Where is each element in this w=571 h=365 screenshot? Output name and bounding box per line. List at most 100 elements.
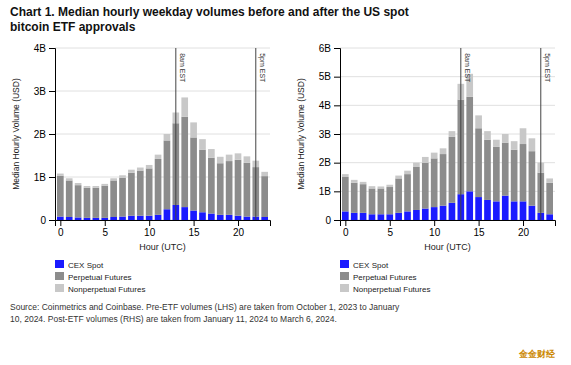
legend-swatch	[340, 284, 349, 292]
tick-mark	[334, 105, 340, 106]
bar	[413, 167, 420, 210]
bar	[511, 141, 518, 150]
bar	[181, 207, 188, 220]
axis-line	[56, 221, 271, 227]
legend-label: Nonperpetual Futures	[353, 285, 430, 294]
source: Source: Coinmetrics and Coinbase. Pre-ET…	[10, 302, 400, 324]
bar	[342, 211, 349, 220]
tick-mark	[334, 163, 340, 164]
tick-label: 5	[387, 227, 393, 238]
tick: 20	[233, 220, 245, 238]
tick-mark	[60, 220, 61, 226]
bar	[404, 171, 411, 174]
tick: 2B	[319, 157, 340, 168]
bar	[155, 159, 162, 215]
x-axis: 05101520	[56, 220, 271, 238]
bar	[75, 185, 82, 217]
bar	[431, 153, 438, 159]
bar	[360, 213, 367, 220]
bar	[529, 138, 536, 151]
bar	[395, 178, 402, 212]
x-axis-title: Hour (UTC)	[139, 242, 186, 252]
bar	[351, 180, 358, 183]
bar	[137, 171, 144, 216]
legend-label: CEX Spot	[68, 261, 104, 270]
bar	[431, 158, 438, 207]
legend-item: CEX Spot	[55, 260, 104, 270]
bar	[146, 216, 153, 220]
bar	[101, 186, 108, 218]
legend-swatch	[55, 284, 64, 292]
tick-mark	[523, 220, 524, 226]
text-line: 10, 2024. Post-ETF volumes (RHS) are tak…	[10, 314, 337, 324]
bar	[57, 217, 64, 220]
tick: 5B	[319, 71, 340, 82]
tick-mark	[434, 220, 435, 226]
bar	[520, 128, 527, 144]
vline-label: 5pm EST	[543, 53, 551, 83]
tick: 3B	[34, 86, 55, 97]
tick-label: 0	[325, 215, 331, 226]
legend-label: Perpetual Futures	[68, 273, 132, 282]
series	[342, 97, 553, 215]
tick-label: 2B	[34, 129, 47, 140]
bar	[404, 211, 411, 220]
bar	[66, 217, 73, 220]
bar	[511, 201, 518, 220]
legend-label: Nonperpetual Futures	[68, 285, 145, 294]
bar	[93, 188, 100, 218]
bar	[235, 160, 242, 216]
tick-label: 10	[429, 227, 441, 238]
bar	[235, 153, 242, 159]
bar	[369, 214, 376, 220]
watermark: 金金财经	[518, 349, 556, 359]
bar	[84, 188, 91, 218]
tick-label: 15	[474, 227, 486, 238]
bar	[546, 214, 553, 220]
tick: 1B	[319, 186, 340, 197]
bar	[119, 217, 126, 220]
bar	[475, 128, 482, 197]
bar	[244, 156, 251, 162]
bar	[395, 176, 402, 179]
bar	[351, 213, 358, 220]
tick-label: 15	[189, 227, 201, 238]
text-line: bitcoin ETF approvals	[10, 20, 136, 34]
legend-item: Nonperpetual Futures	[340, 284, 430, 294]
bar	[404, 174, 411, 211]
bar	[75, 183, 82, 185]
bar	[181, 117, 188, 207]
bar	[57, 174, 64, 176]
legend-label: CEX Spot	[353, 261, 389, 270]
bar	[440, 206, 447, 220]
series	[57, 97, 268, 187]
bar	[190, 211, 197, 220]
bar	[164, 134, 171, 140]
legend: CEX Spot Perpetual Futures Nonperpetual Fu…	[55, 260, 145, 294]
bar	[101, 184, 108, 186]
bar	[261, 176, 268, 217]
bar	[395, 213, 402, 220]
tick-mark	[194, 220, 195, 226]
tick-label: 1B	[34, 172, 47, 183]
bar	[466, 191, 473, 220]
bar	[137, 168, 144, 171]
bar	[244, 217, 251, 220]
bar	[369, 188, 376, 214]
bar	[181, 97, 188, 116]
title: Chart 1. Median hourly weekday volumes b…	[10, 5, 409, 34]
grid-line	[55, 48, 270, 49]
tick: 0	[58, 220, 64, 238]
bar	[119, 178, 126, 217]
bar	[493, 201, 500, 220]
bar	[529, 151, 536, 205]
tick-label: 0	[343, 227, 349, 238]
tick-label: 5B	[319, 71, 332, 82]
tick-label: 6B	[319, 43, 332, 54]
y-axis-title: Median Hourly Volume (USD)	[296, 78, 306, 190]
bar	[466, 97, 473, 192]
tick-label: 3B	[34, 86, 47, 97]
bar	[449, 203, 456, 220]
bar	[66, 180, 73, 217]
vline-label: 8am EST	[179, 53, 186, 83]
